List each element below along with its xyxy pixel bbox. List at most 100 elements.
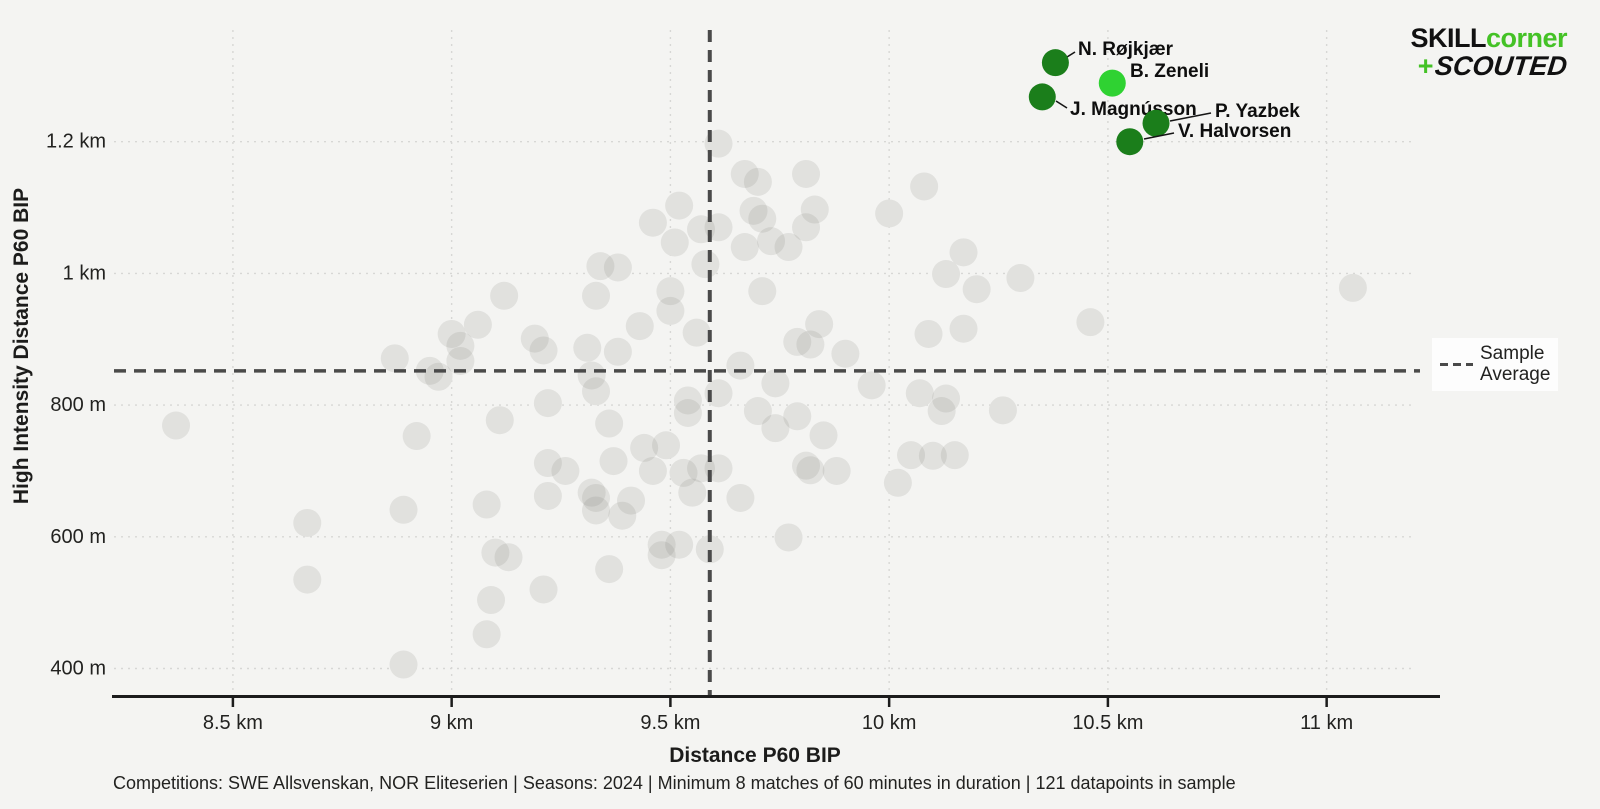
- logo-plus-icon: +: [1417, 51, 1434, 82]
- player-label-connector: [1066, 51, 1076, 58]
- logo-skill-text: SKILL: [1410, 23, 1486, 53]
- scatter-point-underlay: [748, 204, 777, 233]
- scatter-point: [293, 565, 322, 594]
- scatter-point-underlay: [551, 456, 580, 485]
- scatter-point-underlay: [446, 346, 475, 375]
- scatter-point-underlay: [940, 441, 969, 470]
- scatter-point: [761, 414, 790, 443]
- scatter-points-layer: [162, 129, 1367, 679]
- scatter-point: [783, 402, 812, 431]
- scatter-point-underlay: [638, 208, 667, 237]
- scatter-point: [638, 208, 667, 237]
- scatter-point: [533, 449, 562, 478]
- scatter-point: [647, 541, 676, 570]
- scatter-point: [857, 371, 886, 400]
- scatter-point: [665, 530, 694, 559]
- scatter-point-underlay: [599, 447, 628, 476]
- scatter-point-underlay: [932, 260, 961, 289]
- scatter-point: [831, 339, 860, 368]
- scatter-point: [446, 331, 475, 360]
- scatter-point: [415, 356, 444, 385]
- scatter-point: [897, 441, 926, 470]
- scatter-point: [918, 441, 947, 470]
- scatter-point: [757, 227, 786, 256]
- scatter-point-underlay: [638, 456, 667, 485]
- scatter-point-underlay: [1076, 308, 1105, 337]
- scatter-point: [630, 433, 659, 462]
- scatter-point-underlay: [603, 253, 632, 282]
- scatter-point-underlay: [1338, 273, 1367, 302]
- y-tick-label: 400 m: [50, 658, 106, 680]
- y-tick-label: 1.2 km: [46, 131, 106, 153]
- scatter-point: [673, 399, 702, 428]
- scatter-point-underlay: [656, 277, 685, 306]
- scatter-point-underlay: [582, 377, 611, 406]
- scatter-point-underlay: [809, 421, 838, 450]
- scatter-point: [962, 275, 991, 304]
- scatter-point-underlay: [630, 433, 659, 462]
- scatter-point-underlay: [774, 233, 803, 262]
- y-tick-label: 1 km: [63, 262, 106, 284]
- x-tick-label: 9 km: [430, 712, 473, 734]
- scatter-point-underlay: [162, 411, 191, 440]
- scatter-point-underlay: [582, 496, 611, 525]
- scatter-point-underlay: [831, 339, 860, 368]
- logo-scouted-line: +SCOUTED: [1410, 51, 1569, 82]
- scatter-point-underlay: [490, 281, 519, 310]
- scatter-point: [520, 324, 549, 353]
- scatter-point: [446, 346, 475, 375]
- scatter-point: [682, 318, 711, 347]
- scatter-point: [748, 277, 777, 306]
- scatter-point: [783, 327, 812, 356]
- scatter-point: [739, 196, 768, 225]
- y-tick-label: 600 m: [50, 526, 106, 548]
- scatter-point-underlay: [494, 543, 523, 572]
- scatter-point-underlay: [625, 312, 654, 341]
- scatter-point: [582, 496, 611, 525]
- footer-note: Competitions: SWE Allsvenskan, NOR Elite…: [113, 773, 1236, 793]
- scatter-point-underlay: [774, 523, 803, 552]
- scatter-point: [932, 384, 961, 413]
- scatter-point-underlay: [905, 379, 934, 408]
- scatter-point: [730, 233, 759, 262]
- scatter-point: [463, 310, 492, 339]
- scatter-point-underlay: [402, 422, 431, 451]
- scatter-point-underlay: [783, 402, 812, 431]
- scatter-point: [905, 379, 934, 408]
- scatter-point: [726, 351, 755, 380]
- scatter-point: [792, 451, 821, 480]
- scatter-point: [577, 361, 606, 390]
- scatter-point-underlay: [897, 441, 926, 470]
- scatter-point: [638, 456, 667, 485]
- scatter-point: [582, 483, 611, 512]
- logo-scouted-text: SCOUTED: [1433, 51, 1569, 82]
- scatter-point-underlay: [647, 541, 676, 570]
- scatter-point: [792, 213, 821, 242]
- scatter-point: [389, 495, 418, 524]
- scatter-point: [586, 252, 615, 281]
- scatter-point-underlay: [927, 397, 956, 426]
- logo-skillcorner-line: SKILLcorner: [1410, 24, 1567, 52]
- scatter-point: [792, 159, 821, 188]
- player-label-connector: [1143, 132, 1175, 140]
- player-label-connector: [1169, 112, 1212, 122]
- scatter-point-underlay: [485, 406, 514, 435]
- scatter-point-underlay: [875, 199, 904, 228]
- scatter-point-underlay: [914, 319, 943, 348]
- scatter-point: [603, 337, 632, 366]
- scatter-point: [577, 478, 606, 507]
- scatter-point-underlay: [988, 396, 1017, 425]
- scatter-point: [1006, 264, 1035, 293]
- x-tick-label: 11 km: [1300, 712, 1353, 734]
- scatter-point: [529, 336, 558, 365]
- scatter-point: [1338, 273, 1367, 302]
- scatter-point-underlay: [529, 336, 558, 365]
- scatter-point: [743, 167, 772, 196]
- player-name-label: P. Yazbek: [1215, 101, 1300, 122]
- scatter-point: [932, 260, 961, 289]
- scatter-point-underlay: [730, 233, 759, 262]
- scatter-point: [529, 575, 558, 604]
- legend-label-line2: Average: [1480, 364, 1550, 385]
- scatter-point-underlay: [472, 620, 501, 649]
- scatter-point: [910, 172, 939, 201]
